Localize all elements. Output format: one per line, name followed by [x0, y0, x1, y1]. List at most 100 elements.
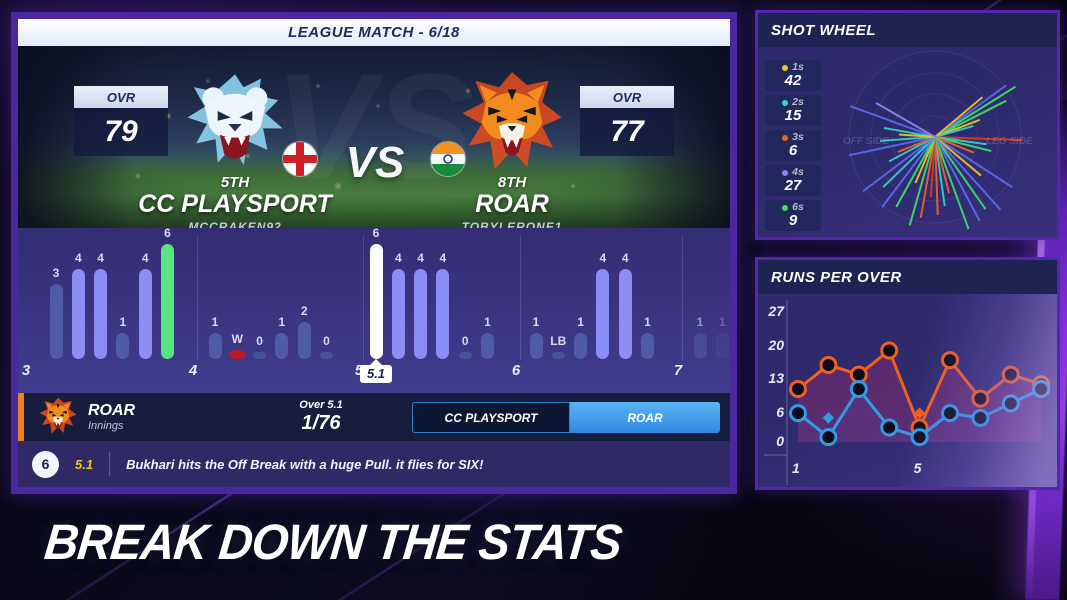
screen-banner-title: BREAK DOWN THE STATS: [42, 513, 625, 570]
commentary-text: Bukhari hits the Off Break with a huge P…: [126, 456, 484, 472]
shot-line: [934, 84, 1007, 138]
legend-value: 27: [784, 177, 802, 195]
ball-value-label: 1: [644, 315, 651, 329]
shot-wheel-legend-item-1s: 1s 42: [765, 60, 821, 91]
ball-value-label: 1: [484, 315, 491, 329]
ball-value-label: 4: [74, 251, 82, 265]
y-tick-label: 13: [768, 370, 784, 387]
over-number-label: 3: [21, 362, 31, 379]
shot-wheel-body: 1s 42 2s 15 3s 6 4s 27 6s 9 OFF SIDE LEG SIDE: [758, 47, 1057, 237]
series-blue-point: [910, 428, 929, 447]
shot-line: [934, 136, 981, 222]
ball-value-label: 1: [532, 315, 540, 329]
innings-bar: ROAR Innings Over 5.1 1/76 CC PLAYSPORT R…: [18, 393, 730, 441]
y-tick-label: 27: [768, 303, 784, 319]
away-ovr-value: 77: [580, 108, 674, 156]
runs-per-over-body: 27 20 13 6 0 1 5: [758, 294, 1057, 487]
over-gridline: [197, 236, 198, 360]
series-blue-point: [1032, 380, 1051, 399]
england-flag-icon: [283, 142, 317, 176]
ball-bar: [94, 269, 108, 359]
home-ovr-box: OVR 79: [74, 86, 168, 156]
shot-line: [850, 105, 936, 138]
shot-wheel-panel: SHOT WHEEL 1s 42 2s 15 3s 6 4s 27 6s 9 OFF SIDE L…: [755, 10, 1060, 240]
shot-line: [934, 136, 982, 177]
shot-line: [934, 136, 1002, 211]
ball-value-label: 3: [52, 266, 60, 280]
ball-bar: [414, 269, 428, 359]
runs-per-over-panel: RUNS PER OVER 27 20 13 6 0 1 5: [755, 257, 1060, 490]
shot-line: [934, 136, 987, 210]
over-gridline: [520, 236, 521, 360]
leg-side-label: LEG SIDE: [986, 136, 1033, 147]
y-tick-label: 6: [776, 404, 784, 421]
shot-line: [919, 136, 936, 218]
polar-bear-logo: [181, 70, 289, 178]
legend-label: 6s: [782, 202, 804, 213]
series-orange-point: [849, 365, 868, 384]
series-blue-point: [941, 404, 959, 423]
shot-line: [875, 102, 936, 138]
shot-line: [934, 96, 984, 138]
series-orange-point: [1001, 365, 1020, 384]
innings-team: ROAR Innings: [88, 402, 135, 432]
series-blue-point: [819, 428, 838, 447]
match-panel: LEAGUE MATCH - 6/18 VS OVR 79 OVR 77: [11, 12, 737, 494]
ball-value-label: 1: [696, 315, 704, 329]
shot-wheel-legend: 1s 42 2s 15 3s 6 4s 27 6s 9: [765, 60, 821, 235]
legend-dot-icon: [782, 99, 789, 106]
series-orange-point: [941, 351, 959, 370]
shot-line: [908, 136, 936, 226]
ball-number: 5.1: [75, 456, 94, 472]
ball-bar: [618, 269, 632, 359]
innings-tab-roar[interactable]: ROAR: [570, 402, 720, 433]
legend-dot-icon: [782, 204, 789, 211]
ball-value-label: 1: [119, 315, 127, 329]
commentary-row: 6 5.1 Bukhari hits the Off Break with a …: [18, 441, 730, 487]
ball-value-label: 1: [278, 315, 286, 329]
over-label: Over 5.1: [299, 399, 343, 412]
shot-wheel-legend-item-2s: 2s 15: [765, 95, 821, 126]
away-player-name: TOBYLERONE1: [461, 220, 563, 228]
ball-value-label: 2: [300, 304, 308, 318]
ball-bar: [297, 322, 311, 359]
legend-value: 9: [788, 212, 798, 230]
shot-line: [880, 136, 936, 142]
shot-line: [934, 136, 951, 194]
ball-value-label: 4: [97, 251, 104, 265]
shot-line: [934, 125, 974, 138]
ball-bar: [481, 333, 494, 359]
ball-value-label: 1: [718, 315, 726, 329]
shot-line: [897, 136, 936, 153]
home-team-name: CC PLAYSPORT: [138, 190, 332, 218]
wicket-marker: [228, 350, 246, 359]
legend-label: 3s: [782, 132, 804, 143]
legend-dot-icon: [782, 134, 789, 141]
innings-tab-cc-playsport[interactable]: CC PLAYSPORT: [412, 402, 570, 433]
ball-value-label: 4: [599, 251, 607, 265]
shot-line: [848, 136, 936, 157]
series-orange-point: [819, 355, 838, 374]
ball-value-label: 4: [394, 251, 402, 265]
ball-bar: [275, 333, 289, 359]
ball-value-label: 0: [323, 334, 330, 348]
legend-label: 2s: [782, 97, 804, 108]
x-tick-label: 5: [913, 460, 922, 476]
shot-line: [934, 99, 1007, 138]
ball-bar: [391, 269, 405, 359]
ball-bar: [574, 333, 588, 359]
series-orange-point: [971, 389, 990, 408]
ball-bar: [715, 333, 729, 359]
ball-value-label: W: [231, 332, 243, 346]
innings-team-name: ROAR: [88, 402, 136, 420]
ball-bar: [138, 269, 152, 359]
wheel-ring: [891, 93, 979, 181]
ball-bar: [693, 333, 707, 359]
y-tick-label: 0: [776, 433, 784, 449]
ball-value-label: 4: [417, 251, 424, 265]
away-rank: 8TH: [497, 174, 527, 191]
shot-line: [899, 133, 936, 138]
scoreboard: VS OVR 79 OVR 77 VS: [18, 46, 730, 228]
shot-line: [934, 136, 992, 153]
